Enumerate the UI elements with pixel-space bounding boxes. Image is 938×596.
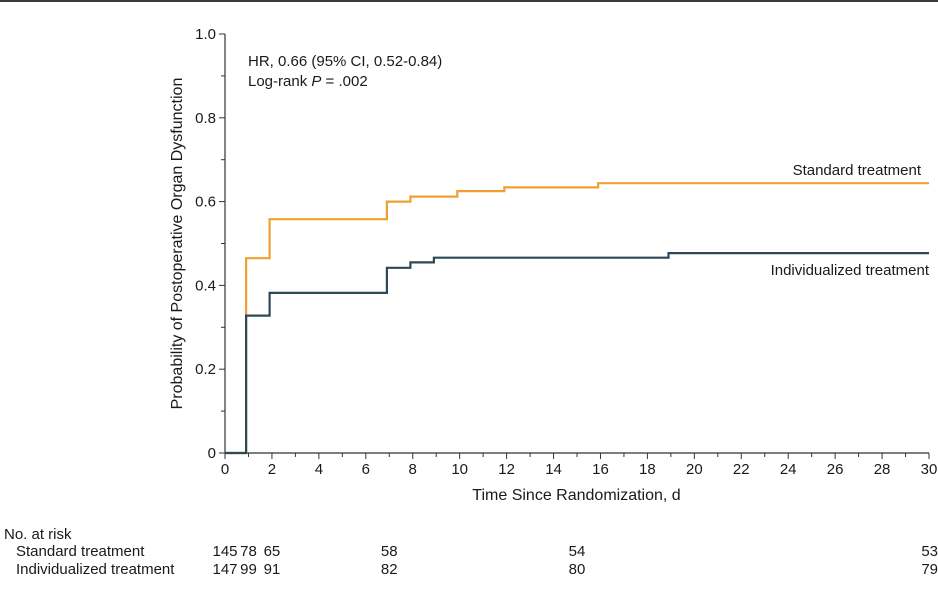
x-tick-label: 30 [921, 461, 938, 478]
risk-value: 54 [568, 543, 586, 560]
x-tick-label: 0 [221, 461, 229, 478]
x-tick-label: 18 [639, 461, 656, 478]
x-tick-label: 28 [874, 461, 891, 478]
risk-value: 82 [380, 561, 398, 578]
risk-value: 80 [568, 561, 586, 578]
x-tick-label: 14 [545, 461, 562, 478]
x-tick-label: 16 [592, 461, 609, 478]
top-rule [0, 0, 938, 2]
x-tick-label: 22 [733, 461, 750, 478]
x-axis-label: Time Since Randomization, d [472, 487, 680, 504]
risk-value: 58 [380, 543, 398, 560]
series-line-individualized [225, 252, 929, 455]
risk-value: 91 [263, 561, 281, 578]
x-tick-label: 6 [362, 461, 370, 478]
y-axis-label: Probability of Postoperative Organ Dysfu… [169, 78, 186, 410]
risk-table-title: No. at risk [4, 526, 72, 543]
y-tick-label: 1.0 [195, 26, 216, 43]
logrank-value: = .002 [321, 73, 367, 90]
axes: 0 2 4 6 8 10 12 14 16 18 20 22 24 26 28 3000.20.40.60.8… [195, 26, 937, 478]
risk-value: 79 [921, 561, 938, 578]
series-label-individualized: Individualized treatment [771, 262, 930, 279]
x-tick-label: 12 [498, 461, 515, 478]
risk-value: 99 [240, 561, 257, 578]
x-tick-label: 8 [409, 461, 417, 478]
x-tick-label: 2 [268, 461, 276, 478]
risk-value: 147 [212, 561, 238, 578]
series-line-standard [225, 182, 929, 455]
risk-value: 65 [263, 543, 281, 560]
y-tick-label: 0.4 [195, 277, 216, 294]
risk-value: 145 [212, 543, 238, 560]
hazard-ratio-annotation: HR, 0.66 (95% CI, 0.52-0.84) [248, 53, 442, 70]
x-tick-label: 20 [686, 461, 703, 478]
logrank-p: P [311, 73, 321, 90]
y-tick-label: 0 [208, 445, 216, 462]
y-tick-label: 0.8 [195, 110, 216, 127]
logrank-annotation: Log-rank P = .002 [248, 73, 368, 90]
y-tick-label: 0.2 [195, 361, 216, 378]
logrank-prefix: Log-rank [248, 73, 311, 90]
risk-value: 78 [240, 543, 257, 560]
y-tick-label: 0.6 [195, 194, 216, 211]
risk-value: 53 [921, 543, 938, 560]
risk-row-label-individualized: Individualized treatment [16, 561, 175, 578]
risk-row-label-standard: Standard treatment [16, 543, 145, 560]
x-tick-label: 10 [451, 461, 468, 478]
x-tick-label: 24 [780, 461, 797, 478]
x-tick-label: 26 [827, 461, 844, 478]
series-lines [225, 182, 929, 455]
x-tick-label: 4 [315, 461, 323, 478]
series-label-standard: Standard treatment [793, 162, 922, 179]
